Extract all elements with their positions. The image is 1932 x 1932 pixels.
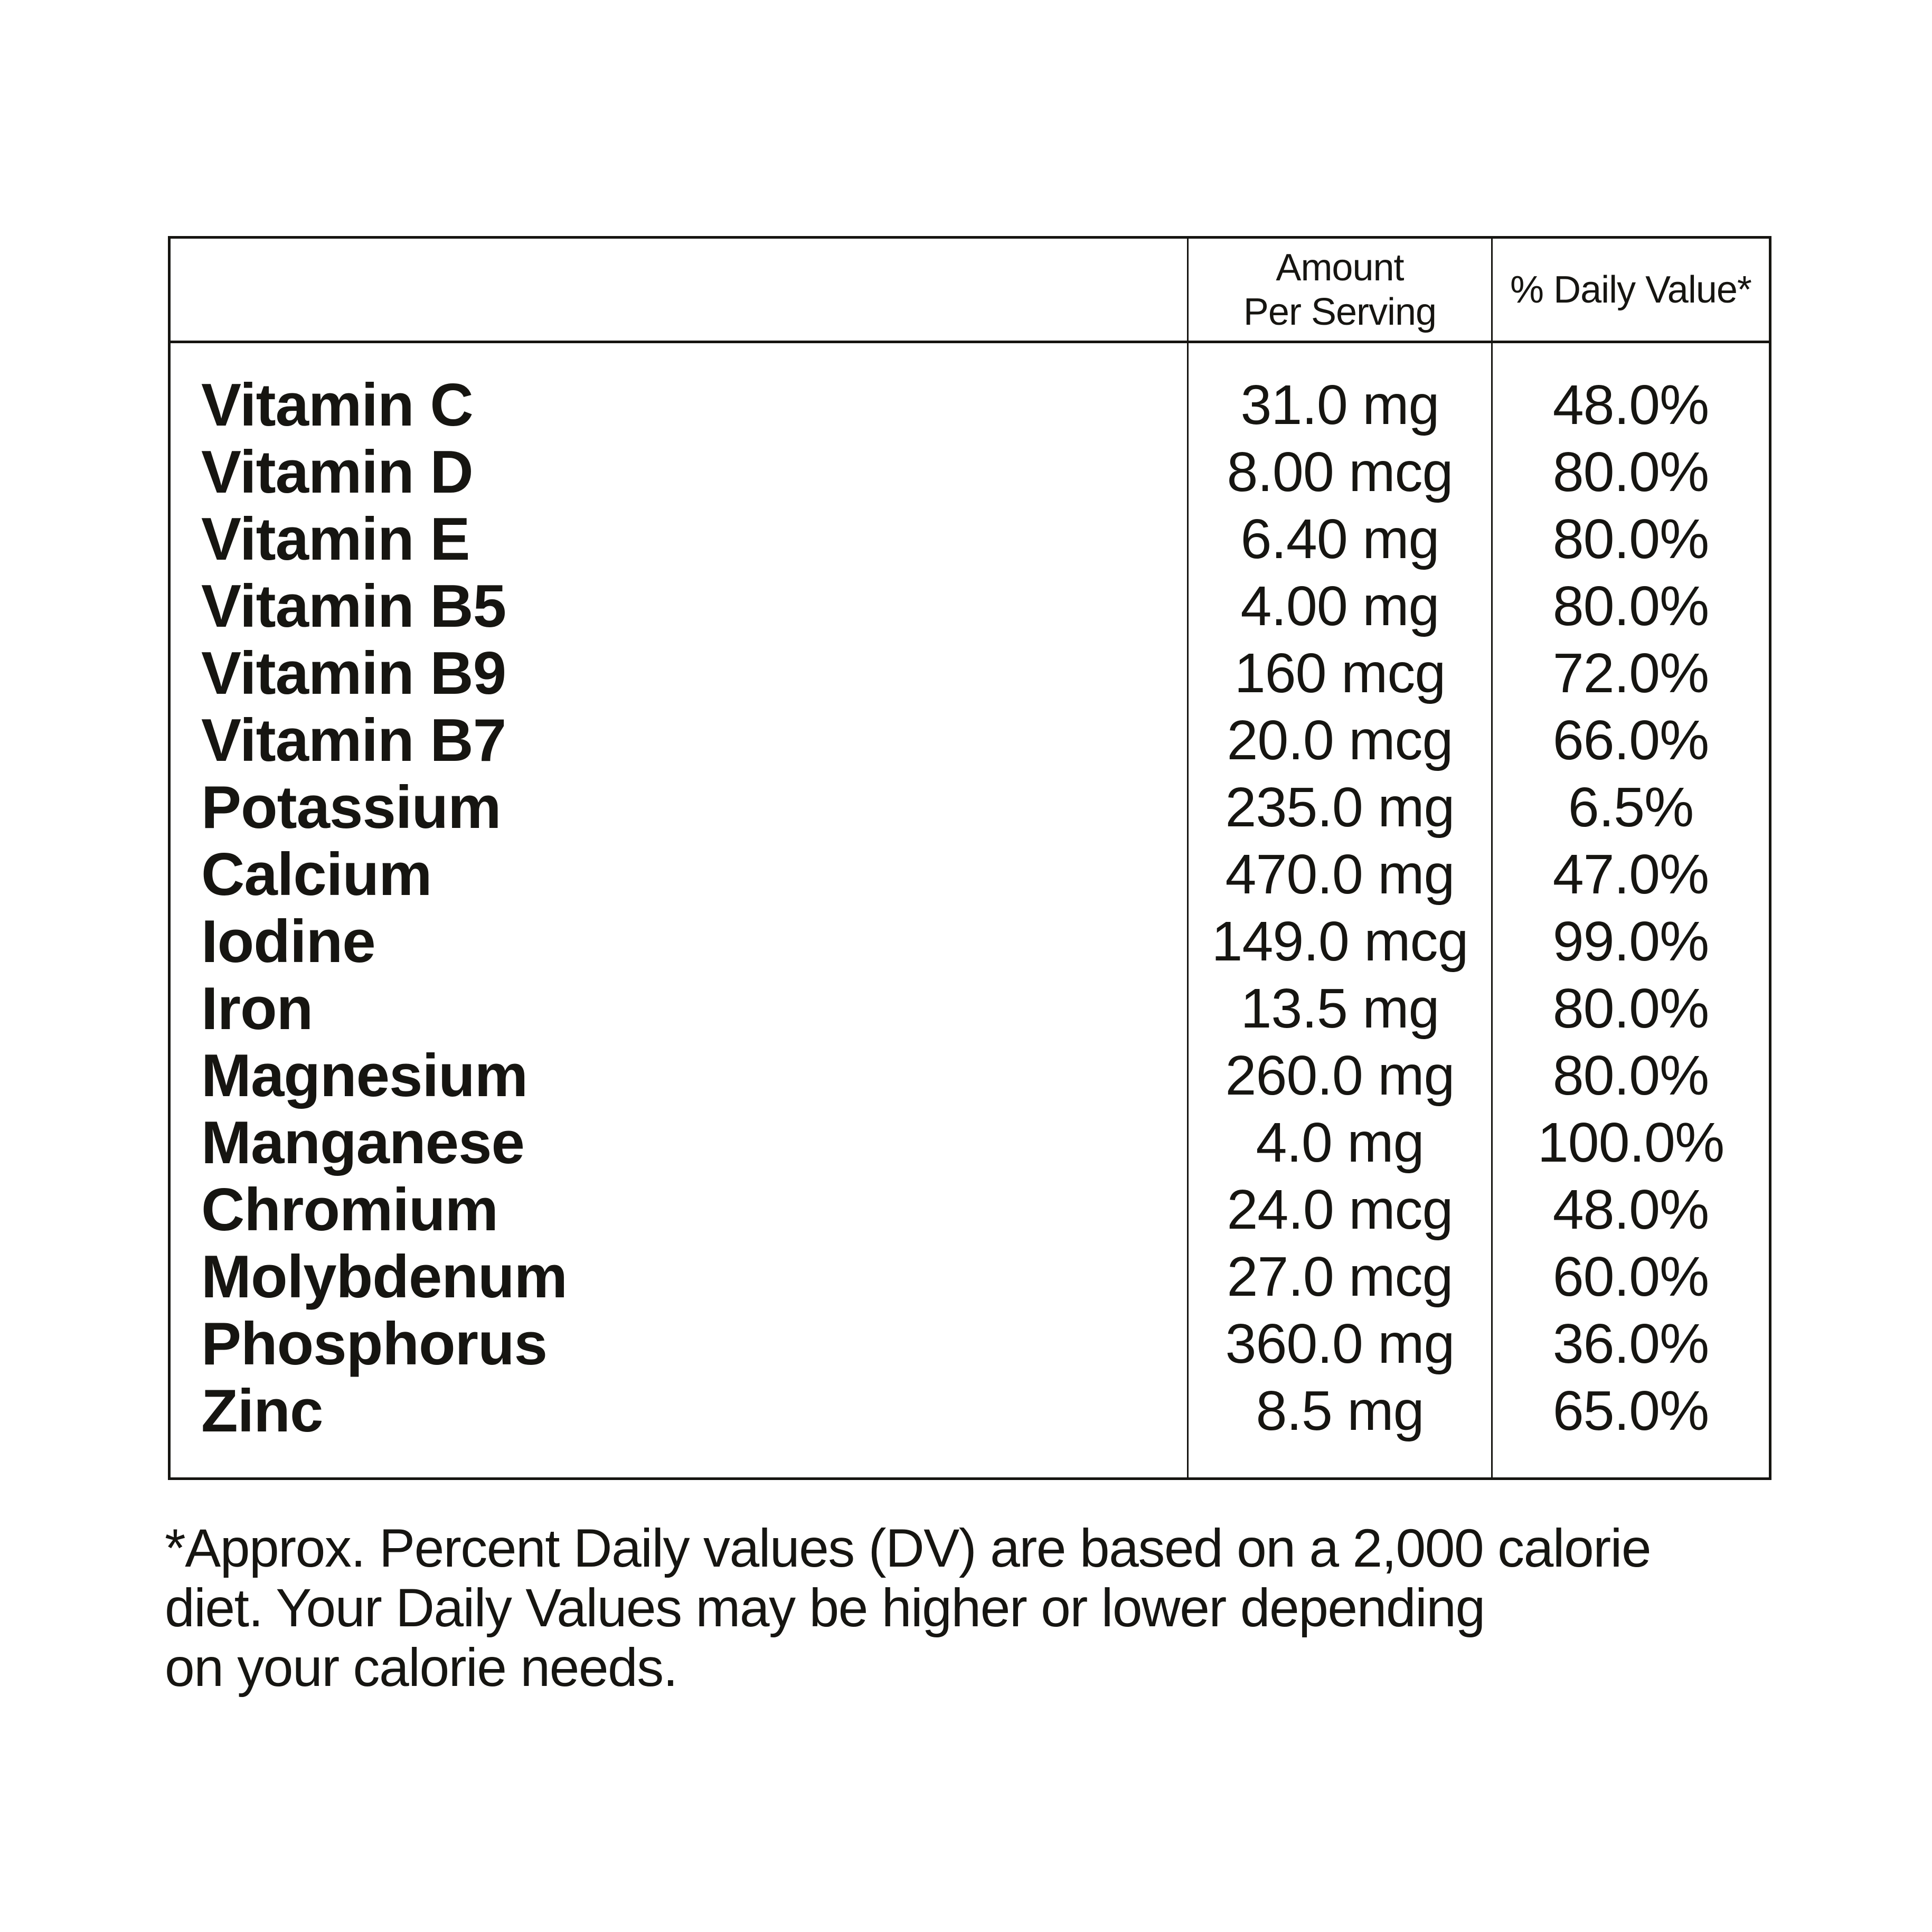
- table-row: Chromium 24.0 mcg 48.0%: [171, 1175, 1769, 1243]
- nutrient-name: Calcium: [201, 841, 432, 908]
- table-row: Calcium 470.0 mg 47.0%: [171, 840, 1769, 908]
- header-amount-per-serving: Amount Per Serving: [1243, 246, 1437, 333]
- nutrient-dv: 100.0%: [1537, 1111, 1725, 1174]
- nutrient-dv: 47.0%: [1552, 843, 1710, 906]
- nutrient-name: Chromium: [201, 1176, 498, 1243]
- column-divider-daily-value: [1491, 239, 1493, 1477]
- nutrient-amount: 8.5 mg: [1256, 1380, 1424, 1442]
- nutrient-amount: 470.0 mg: [1225, 843, 1455, 906]
- table-row: Vitamin B7 20.0 mcg 66.0%: [171, 706, 1769, 774]
- nutrient-dv: 72.0%: [1552, 642, 1710, 704]
- column-divider-amount: [1187, 239, 1189, 1477]
- table-row: Iodine 149.0 mcg 99.0%: [171, 907, 1769, 975]
- nutrient-name: Manganese: [201, 1109, 525, 1176]
- nutrient-amount: 6.40 mg: [1240, 508, 1439, 570]
- table-header: Amount Per Serving % Daily Value*: [171, 239, 1769, 343]
- nutrient-dv: 80.0%: [1552, 508, 1710, 570]
- nutrient-name: Vitamin B5: [201, 573, 506, 640]
- nutrient-amount: 31.0 mg: [1240, 374, 1439, 436]
- nutrient-dv: 48.0%: [1552, 374, 1710, 436]
- table-row: Vitamin D 8.00 mcg 80.0%: [171, 438, 1769, 506]
- table-row: Potassium 235.0 mg 6.5%: [171, 773, 1769, 841]
- table-row: Vitamin E 6.40 mg 80.0%: [171, 505, 1769, 573]
- nutrient-amount: 20.0 mcg: [1227, 709, 1453, 771]
- table-row: Vitamin B9 160 mcg 72.0%: [171, 639, 1769, 707]
- header-percent-daily-value: % Daily Value*: [1510, 268, 1752, 311]
- nutrient-dv: 36.0%: [1552, 1313, 1710, 1375]
- table-row: Phosphorus 360.0 mg 36.0%: [171, 1309, 1769, 1378]
- nutrient-name: Vitamin C: [201, 372, 474, 439]
- nutrient-amount: 4.0 mg: [1256, 1111, 1424, 1174]
- nutrient-dv: 6.5%: [1568, 776, 1694, 838]
- table-row: Zinc 8.5 mg 65.0%: [171, 1377, 1769, 1445]
- table-row: Manganese 4.0 mg 100.0%: [171, 1108, 1769, 1176]
- nutrient-name: Molybdenum: [201, 1243, 568, 1311]
- nutrient-name: Magnesium: [201, 1042, 528, 1109]
- nutrient-amount: 260.0 mg: [1225, 1044, 1455, 1107]
- nutrient-amount: 8.00 mcg: [1227, 441, 1453, 503]
- nutrient-dv: 66.0%: [1552, 709, 1710, 771]
- daily-value-footnote: *Approx. Percent Daily values (DV) are b…: [165, 1518, 1652, 1698]
- nutrient-name: Potassium: [201, 774, 502, 841]
- nutrient-dv: 80.0%: [1552, 575, 1710, 637]
- nutrient-dv: 65.0%: [1552, 1380, 1710, 1442]
- nutrient-amount: 13.5 mg: [1240, 977, 1439, 1040]
- nutrient-amount: 160 mcg: [1234, 642, 1446, 704]
- table-row: Vitamin C 31.0 mg 48.0%: [171, 371, 1769, 439]
- nutrient-amount: 4.00 mg: [1240, 575, 1439, 637]
- nutrient-name: Vitamin E: [201, 506, 470, 573]
- table-row: Magnesium 260.0 mg 80.0%: [171, 1041, 1769, 1109]
- nutrient-amount: 149.0 mcg: [1211, 910, 1469, 973]
- nutrient-amount: 27.0 mcg: [1227, 1246, 1453, 1308]
- nutrition-facts-table: Amount Per Serving % Daily Value* Vitami…: [168, 236, 1771, 1480]
- nutrient-name: Iodine: [201, 908, 376, 975]
- nutrient-name: Zinc: [201, 1378, 323, 1445]
- table-row: Molybdenum 27.0 mcg 60.0%: [171, 1242, 1769, 1311]
- nutrient-name: Iron: [201, 975, 313, 1042]
- table-body: Vitamin C 31.0 mg 48.0% Vitamin D 8.00 m…: [171, 343, 1769, 1445]
- nutrient-dv: 80.0%: [1552, 441, 1710, 503]
- nutrient-amount: 24.0 mcg: [1227, 1179, 1453, 1241]
- nutrient-dv: 48.0%: [1552, 1179, 1710, 1241]
- nutrient-name: Vitamin D: [201, 439, 474, 506]
- nutrient-amount: 360.0 mg: [1225, 1313, 1455, 1375]
- table-row: Vitamin B5 4.00 mg 80.0%: [171, 572, 1769, 640]
- table-row: Iron 13.5 mg 80.0%: [171, 974, 1769, 1042]
- nutrient-name: Vitamin B9: [201, 640, 506, 707]
- nutrient-dv: 60.0%: [1552, 1246, 1710, 1308]
- nutrient-amount: 235.0 mg: [1225, 776, 1455, 838]
- nutrient-name: Vitamin B7: [201, 707, 506, 774]
- nutrient-name: Phosphorus: [201, 1311, 548, 1378]
- nutrient-dv: 80.0%: [1552, 977, 1710, 1040]
- nutrient-dv: 80.0%: [1552, 1044, 1710, 1107]
- nutrient-dv: 99.0%: [1552, 910, 1710, 973]
